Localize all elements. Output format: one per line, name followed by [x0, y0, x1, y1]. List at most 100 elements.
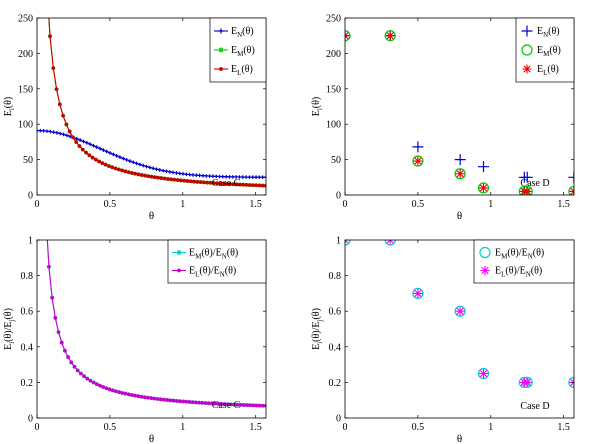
series-en-point [84, 140, 89, 145]
series-elen-point [200, 401, 204, 405]
series-en-point [191, 173, 195, 177]
series-elen-point [110, 388, 115, 393]
series-elen-point [130, 393, 134, 397]
y-tick-label: 0 [28, 191, 33, 202]
series-el-point [478, 183, 488, 193]
legend-label: EL(θ) [537, 64, 559, 77]
series-elen-point [56, 330, 61, 334]
series-elen-point [120, 391, 125, 395]
series-elen-point [184, 399, 189, 404]
series-el-point [198, 180, 203, 184]
series-en-point [217, 174, 222, 179]
x-tick-label: 0.5 [412, 199, 425, 210]
series-en-point [111, 152, 116, 157]
chart-top-right: 0 0.5 1 1.5 0 50 100 150 200 250 θ Ei(θ) Case D EN(θ)… [311, 14, 575, 222]
series-el-point [61, 113, 65, 118]
legend: EN(θ) EM(θ) EL(θ) [209, 17, 267, 83]
series-en-point [234, 175, 238, 179]
series-en-point [121, 156, 126, 161]
legend-marker [480, 266, 490, 275]
series-el-point [185, 179, 190, 183]
y-tick-label: 1 [336, 236, 341, 247]
series-el-point [260, 183, 265, 188]
legend-label: EL(θ) [231, 64, 253, 77]
series-en-point [65, 133, 69, 138]
series-elen-point [197, 400, 201, 405]
x-tick-label: 1 [180, 199, 185, 210]
series-el-point [251, 183, 255, 187]
series-el-point [54, 87, 59, 92]
y-axis-label: Ei(θ) [311, 97, 324, 117]
series-en-point [227, 174, 232, 179]
series-en-point [101, 148, 106, 152]
series-en-point [148, 165, 152, 170]
series-en-point [138, 162, 142, 167]
series-en-point [51, 130, 56, 134]
series-elen-point [149, 396, 153, 400]
series-el-point [195, 180, 200, 184]
legend-label: EN(θ) [231, 26, 254, 39]
x-tick-label: 1.5 [249, 199, 262, 210]
series-en-point [454, 154, 466, 166]
legend: EN(θ) EM(θ) EL(θ) [515, 17, 575, 83]
series-el-point [116, 167, 121, 172]
y-tick-label: 0.2 [21, 378, 34, 389]
series-elen-point [72, 364, 77, 369]
series-el-point [179, 178, 183, 183]
data-layer [46, 240, 266, 408]
series-en-point [164, 169, 169, 174]
series-elen-point [478, 369, 488, 378]
series-en-point [254, 175, 258, 179]
series-el-point [221, 181, 226, 186]
series-el-point [228, 182, 232, 186]
series-el-point [90, 155, 95, 160]
legend-label: EL(θ)/EN(θ) [495, 266, 542, 279]
series-en-point [194, 173, 199, 178]
series-en-point [124, 158, 129, 162]
series-elen-point [88, 378, 93, 383]
series-elen-point [222, 402, 227, 406]
legend-marker [479, 246, 491, 259]
series-en-point [264, 175, 266, 180]
series-el-point [172, 177, 177, 182]
series-elen-point [95, 382, 99, 386]
series-el-point [100, 161, 105, 165]
series-en-point [108, 151, 112, 155]
series-el-point [211, 181, 216, 185]
legend-marker [521, 25, 533, 37]
series-en-point [161, 168, 165, 173]
series-elen-point [235, 402, 240, 407]
series-el-point [136, 172, 141, 177]
series-elen-point [168, 398, 173, 403]
series-el-point [413, 156, 423, 166]
series-en-point [134, 161, 139, 166]
series-el-point [126, 170, 131, 174]
series-en-point [521, 171, 533, 183]
y-axis-label: Ei(θ) [3, 97, 16, 117]
series-el-point [149, 174, 154, 179]
series-en-point [144, 164, 149, 169]
x-tick-label: 1 [180, 422, 185, 433]
chart-bottom-right: 0 0.5 1 1.5 0 0.2 0.4 0.6 0.8 1 θ Ei(θ)/Ej(θ) Case D… [311, 236, 575, 444]
series-en-point [41, 129, 46, 133]
series-elen-point [181, 399, 185, 404]
series-elen-point [75, 368, 80, 373]
x-tick-label: 1.5 [249, 422, 262, 433]
series-em-point [345, 30, 351, 42]
series-en-point [231, 175, 235, 179]
case-annotation: Case C [212, 178, 241, 189]
series-elen-point [79, 371, 83, 376]
series-el-point [247, 183, 252, 187]
series-elen-point [165, 398, 169, 402]
series-elen-point [158, 397, 163, 402]
series-emen-point [477, 367, 490, 380]
legend-marker [219, 67, 223, 71]
series-elen-point [229, 402, 233, 407]
series-en-point [174, 171, 179, 175]
series-el-point [156, 175, 160, 180]
series-en-point [477, 161, 489, 173]
series-el-point [244, 183, 249, 187]
y-tick-label: 100 [326, 120, 341, 131]
x-axis-label: θ [457, 210, 462, 222]
series-elen-point [209, 401, 214, 406]
